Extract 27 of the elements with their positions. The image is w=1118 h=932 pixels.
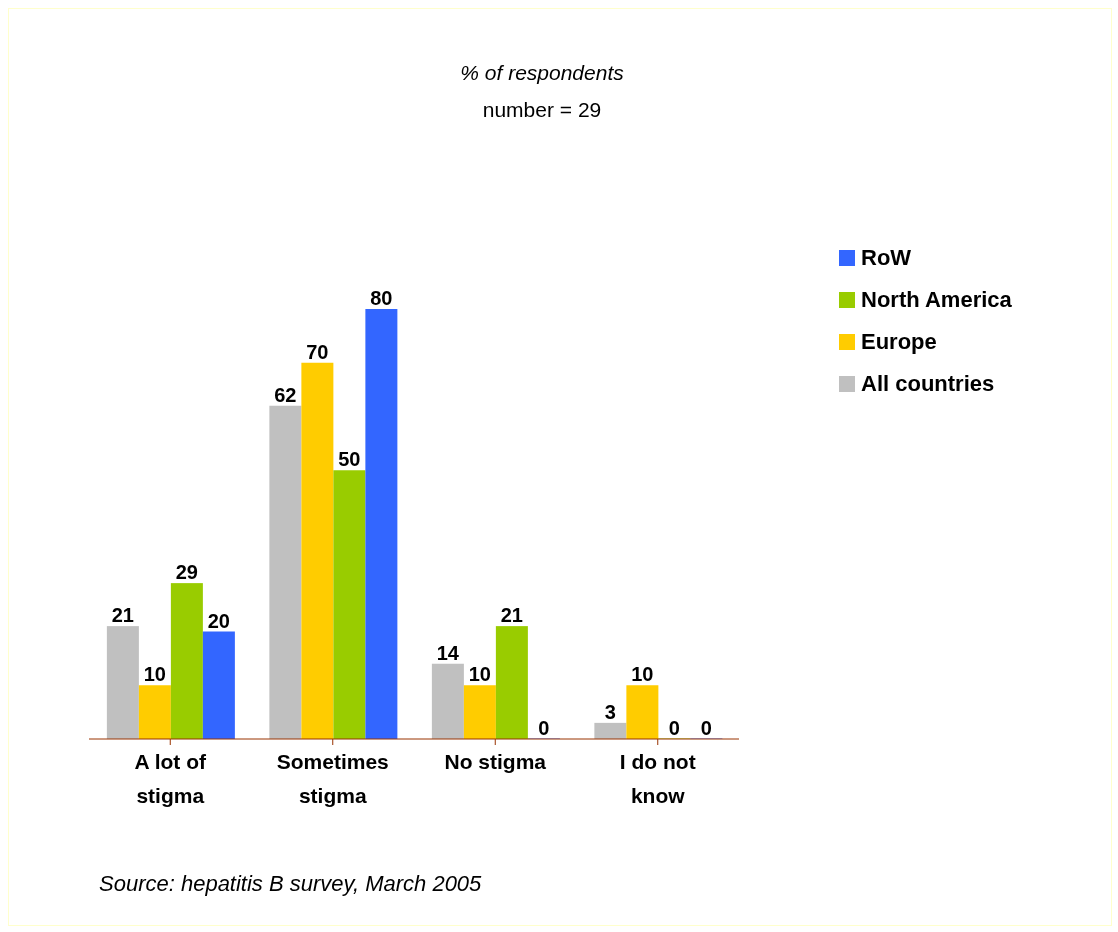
chart-subtitle: number = 29 [481, 98, 603, 122]
data-label: 21 [500, 604, 523, 627]
data-label: 62 [274, 383, 297, 406]
source-note: Source: hepatitis B survey, March 2005 [99, 871, 482, 897]
data-label: 70 [306, 340, 329, 363]
x-tick-label: A lot of stigma [134, 750, 208, 807]
data-label: 0 [668, 717, 680, 739]
data-label: 0 [538, 717, 550, 739]
legend-label: RoW [861, 245, 912, 271]
legend-label: North America [861, 287, 1012, 313]
data-label: 21 [111, 604, 134, 627]
data-label: 14 [436, 641, 460, 664]
data-label: 20 [207, 609, 230, 632]
data-label: 3 [604, 700, 616, 723]
data-label: 0 [700, 717, 712, 739]
chart-title: % of respondents [459, 61, 625, 85]
x-tick-label: Sometimes stigma [276, 750, 389, 807]
x-tick-label: No stigma [444, 750, 547, 773]
data-label: 10 [468, 663, 491, 686]
x-tick-label: I do not know [619, 750, 696, 807]
legend-label: All countries [861, 371, 995, 397]
data-label: 29 [175, 561, 198, 584]
data-label: 10 [631, 663, 654, 686]
legend-label: Europe [861, 329, 937, 355]
data-label: 10 [143, 663, 166, 686]
data-label: 50 [338, 448, 361, 471]
data-label: 80 [370, 287, 393, 309]
